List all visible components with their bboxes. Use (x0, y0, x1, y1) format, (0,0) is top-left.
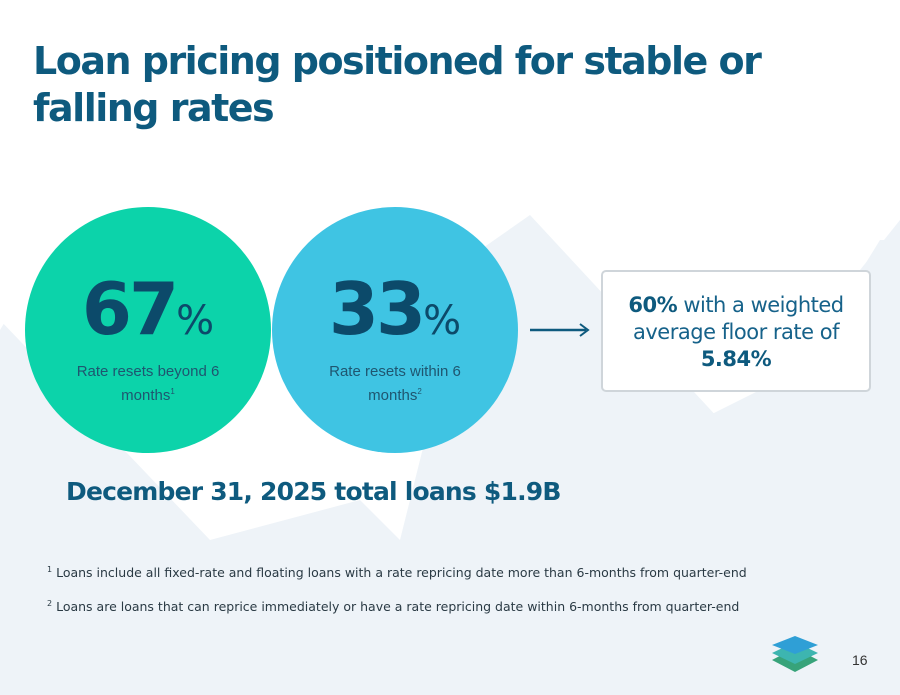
stat-value: 67% (81, 267, 215, 351)
page-title: Loan pricing positioned for stable or fa… (33, 39, 762, 130)
layers-logo-icon (772, 636, 818, 672)
footnote-2: 2 Loans are loans that can reprice immed… (47, 599, 740, 615)
total-loans-heading: December 31, 2025 total loans $1.9B (66, 477, 561, 506)
page-number: 16 (852, 652, 868, 668)
stat-circle-within-6-months: 33% Rate resets within 6 months2 (272, 207, 518, 453)
stat-value: 33% (328, 267, 462, 351)
stat-label: Rate resets beyond 6 months1 (76, 363, 220, 404)
stat-circle-beyond-6-months: 67% Rate resets beyond 6 months1 (25, 207, 271, 453)
stat-label: Rate resets within 6 months2 (329, 363, 461, 404)
footnote-1: 1 Loans include all fixed-rate and float… (47, 565, 747, 581)
arrow-right-icon (530, 323, 590, 337)
floor-rate-callout: 60% with a weighted average floor rate o… (601, 270, 871, 392)
